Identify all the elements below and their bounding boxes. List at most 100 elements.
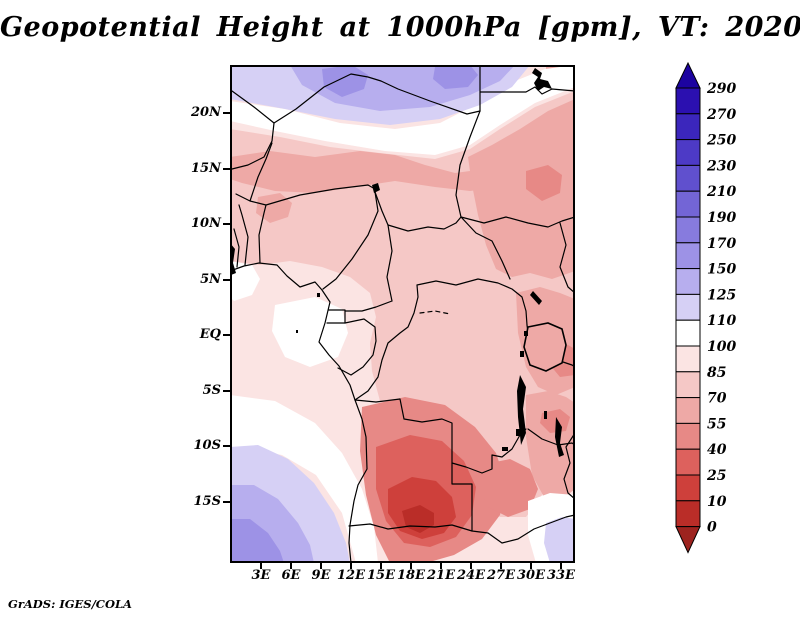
island-sao-tome bbox=[296, 330, 298, 333]
colorbar-label: 150 bbox=[707, 262, 736, 278]
y-axis-label: 5S bbox=[202, 382, 221, 398]
colorbar-label: 10 bbox=[707, 494, 727, 510]
border-drc-zambia bbox=[451, 428, 527, 474]
colorbar-segment bbox=[675, 319, 701, 347]
colorbar-segment bbox=[675, 422, 701, 450]
colorbar-label: 125 bbox=[707, 287, 736, 303]
colorbar-segment bbox=[675, 500, 701, 528]
border-angola-north-east bbox=[354, 398, 473, 532]
lake-albert bbox=[530, 291, 542, 305]
map-frame bbox=[230, 65, 575, 563]
contour-170-spot-a bbox=[322, 65, 368, 97]
y-axis-tick bbox=[223, 389, 230, 392]
colorbar-label: 40 bbox=[707, 442, 727, 458]
colorbar-arrow-bottom bbox=[675, 526, 701, 554]
y-axis-label: EQ bbox=[199, 327, 221, 342]
contour-170-spot-b bbox=[433, 65, 478, 89]
map-plot bbox=[230, 65, 575, 563]
y-axis-tick bbox=[223, 334, 230, 336]
x-axis-label: 24E bbox=[457, 568, 485, 583]
colorbar-label: 190 bbox=[707, 210, 736, 226]
contour-55-tanzania-spot bbox=[540, 409, 570, 433]
colorbar-label: 0 bbox=[707, 520, 717, 536]
colorbar-label: 250 bbox=[706, 133, 736, 149]
y-axis-tick bbox=[223, 223, 230, 225]
x-axis-tick bbox=[530, 563, 532, 569]
border-south-chain bbox=[348, 514, 575, 544]
border-congo-drc bbox=[354, 278, 528, 401]
y-axis-tick bbox=[223, 500, 230, 503]
y-axis-label: 5N bbox=[200, 271, 221, 287]
y-axis-label: 15N bbox=[191, 160, 221, 176]
x-axis-tick bbox=[380, 563, 382, 569]
contour-110-coast-west bbox=[230, 261, 260, 301]
lake-tanganyika bbox=[517, 375, 526, 445]
lake-edward bbox=[524, 331, 528, 336]
lake-victoria bbox=[523, 322, 567, 372]
x-axis-tick bbox=[500, 563, 502, 569]
y-axis-tick bbox=[223, 278, 230, 281]
contour-170-sw bbox=[230, 519, 284, 563]
x-axis-label: 6E bbox=[281, 568, 301, 583]
border-niger-nigeria-west bbox=[233, 142, 376, 268]
colorbar-label: 25 bbox=[706, 468, 726, 484]
x-axis-tick bbox=[470, 563, 472, 569]
x-axis-tick bbox=[440, 563, 442, 569]
contour-110-north-band bbox=[230, 65, 575, 155]
x-axis-label: 33E bbox=[547, 568, 575, 583]
island-bioko bbox=[317, 293, 320, 297]
colorbar-segment bbox=[675, 268, 701, 295]
x-axis-label: 12E bbox=[337, 568, 365, 583]
contour-fill-layer bbox=[230, 65, 575, 563]
colorbar-segment bbox=[675, 474, 701, 502]
contour-70-sudan bbox=[468, 99, 575, 279]
colorbar-label: 270 bbox=[706, 107, 736, 123]
colorbar-segment bbox=[675, 113, 701, 141]
lake-chad bbox=[372, 183, 380, 193]
border-malawi-mozambique bbox=[563, 432, 575, 500]
x-axis-label: 15E bbox=[367, 568, 395, 583]
x-axis-tick bbox=[560, 563, 562, 569]
x-axis-tick bbox=[260, 563, 262, 569]
x-axis-tick bbox=[290, 563, 292, 569]
contour-70-sahel bbox=[230, 145, 550, 193]
plot-title: Geopotential Height at 1000hPa [gpm], VT… bbox=[0, 12, 800, 43]
border-eq-guinea bbox=[326, 309, 346, 324]
colorbar-segment bbox=[675, 164, 701, 192]
y-axis-label: 15S bbox=[193, 493, 221, 509]
colorbar-segment bbox=[675, 242, 701, 270]
x-axis-label: 30E bbox=[517, 568, 545, 583]
contour-55-sudan-spot bbox=[526, 165, 562, 201]
y-axis-tick bbox=[223, 445, 230, 447]
colorbar-segment bbox=[675, 345, 701, 373]
colorbar-label: 290 bbox=[706, 81, 736, 97]
colorbar-segment bbox=[675, 190, 701, 218]
border-car-drc-dashed bbox=[419, 310, 451, 315]
colorbar-label: 100 bbox=[707, 339, 736, 355]
grads-credit: GrADS: IGES/COLA bbox=[8, 597, 132, 611]
colorbar-label: 85 bbox=[707, 365, 726, 381]
colorbar-segment bbox=[675, 139, 701, 166]
lakes-layer bbox=[230, 68, 567, 457]
x-axis-label: 3E bbox=[251, 568, 271, 583]
border-north-chain bbox=[231, 73, 481, 124]
colorbar-label: 110 bbox=[707, 313, 736, 329]
coastline-west-africa bbox=[230, 262, 368, 563]
colorbar-segment bbox=[675, 371, 701, 399]
x-axis-tick bbox=[410, 563, 412, 569]
y-axis-tick bbox=[223, 112, 230, 114]
x-axis-label: 18E bbox=[397, 568, 425, 583]
colorbar-label: 70 bbox=[707, 391, 727, 407]
colorbar-segment bbox=[675, 397, 701, 424]
colorbar: 2902702502302101901701501251101008570554… bbox=[675, 61, 736, 554]
border-chad-sudan bbox=[455, 110, 481, 218]
y-axis-label: 20N bbox=[191, 105, 221, 120]
colorbar-segment bbox=[675, 293, 701, 321]
y-axis-tick bbox=[223, 167, 230, 170]
y-axis-label: 10S bbox=[193, 438, 221, 453]
contour-70-chad-spot bbox=[326, 157, 372, 189]
y-axis-label: 10N bbox=[191, 216, 221, 231]
colorbar-segment bbox=[675, 448, 701, 476]
colorbar-label: 210 bbox=[706, 184, 736, 200]
